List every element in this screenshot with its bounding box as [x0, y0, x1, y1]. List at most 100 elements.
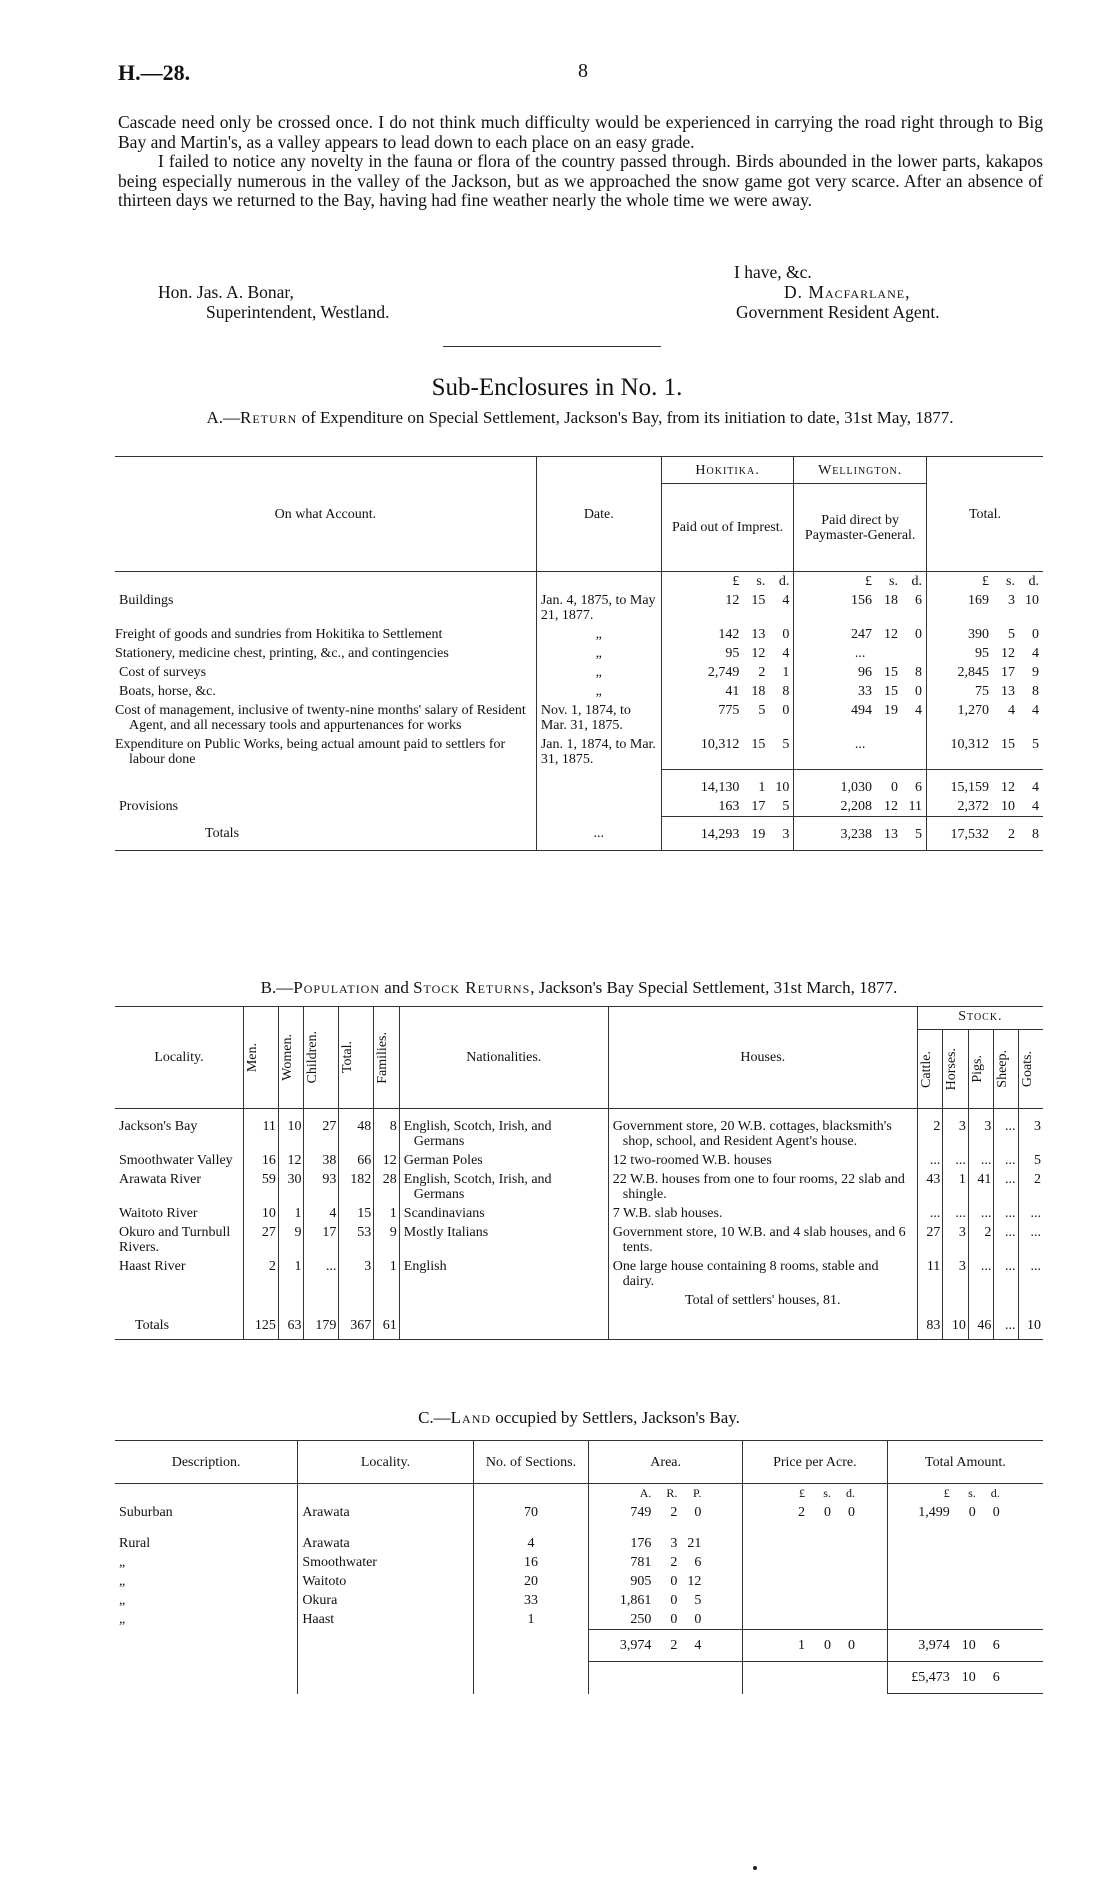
count: 1 — [277, 1257, 304, 1291]
amount: 905 0 12 — [588, 1572, 743, 1591]
stock: 3 — [942, 1257, 969, 1291]
amount: 1 0 0 — [741, 1629, 888, 1662]
table-a: On what Account. Date. Hokitika. Wellington… — [115, 456, 1043, 851]
paragraph: Cascade need only be crossed once. I do … — [118, 112, 1043, 152]
description: „ — [119, 1555, 126, 1570]
amount-part: 4 — [1032, 779, 1039, 795]
amount-part: 905 — [630, 1574, 652, 1589]
amount: 15,159 12 4 — [926, 768, 1043, 797]
locality: Totals — [115, 1310, 244, 1340]
data-row: „ Smoothwater 16 781 2 6 — [115, 1553, 1043, 1572]
amount-part: 3 — [1008, 593, 1015, 608]
amount: 3,238 13 5 — [793, 815, 927, 851]
table-c-title: C.—Land occupied by Settlers, Jackson's … — [115, 1408, 1043, 1428]
amount-part: 15 — [884, 665, 898, 680]
amount-part: 33 — [858, 684, 872, 699]
header-code: H.—28. — [118, 60, 191, 85]
col-header: Paid direct by Paymaster-General. — [793, 483, 927, 572]
amount-part: 18 — [884, 593, 898, 608]
amount-part: 3,974 — [918, 1638, 950, 1653]
count: 367 — [338, 1310, 374, 1340]
col-header: Horses. — [942, 1029, 969, 1109]
data-row: Suburban Arawata 70 749 2 0 2 0 0 1,499 0 0 — [115, 1503, 1043, 1522]
amount-part: 0 — [847, 1505, 855, 1520]
amount-part: 10 — [961, 1638, 976, 1653]
stock: 11 — [916, 1257, 943, 1291]
stock: 43 — [916, 1170, 943, 1204]
amount-part: 3,974 — [619, 1638, 652, 1653]
account: Buildings — [119, 593, 174, 608]
description: Rural — [119, 1536, 151, 1551]
amount: 169 3 10 — [926, 591, 1043, 625]
t: A.— — [206, 408, 240, 427]
description: „ — [119, 1574, 126, 1589]
amount-part: 142 — [718, 627, 740, 642]
amount: 775 5 0 — [660, 701, 794, 735]
account: Cost of management, inclusive of twenty-… — [115, 703, 526, 733]
account: Totals — [115, 816, 537, 851]
cell — [398, 1310, 609, 1340]
col-header-text: Cattle. — [918, 1050, 934, 1088]
col-header: Goats. — [1017, 1029, 1043, 1109]
cell — [115, 1291, 244, 1310]
count: 1 — [373, 1257, 400, 1291]
amount: 14,130 1 10 — [660, 768, 794, 797]
amount-part: 2 — [1008, 826, 1015, 842]
amount-part: 169 — [968, 593, 989, 608]
amount-part: 4 — [782, 593, 790, 608]
sections: 1 — [472, 1610, 589, 1630]
amount-part: 17 — [1001, 665, 1015, 680]
locality: Waitoto River — [119, 1206, 198, 1221]
cell: £ s. d. — [660, 571, 794, 591]
amount-part: 12 — [687, 1574, 702, 1589]
data-row: 14,130 1 10 1,030 0 6 15,159 12 4 — [115, 768, 1043, 797]
amount-part: 2 — [670, 1555, 678, 1570]
amount-part: 0 — [670, 1612, 678, 1627]
locality: Arawata — [297, 1522, 474, 1553]
cell: A. R. P. — [588, 1483, 743, 1503]
col-header: Hokitika. — [660, 456, 794, 484]
amount: 1,499 0 0 — [886, 1503, 1043, 1522]
amount-part: £5,473 — [911, 1670, 950, 1685]
amount-part: 15 — [751, 593, 766, 608]
houses: 7 W.B. slab houses. — [607, 1204, 918, 1223]
amount-part: 17,532 — [950, 826, 990, 842]
grand-total-row: £5,473 10 6 — [115, 1661, 1043, 1694]
amount-part: 2,845 — [957, 665, 990, 680]
amount-part: 75 — [975, 684, 989, 699]
amount-part: s. — [1006, 574, 1015, 589]
cell — [607, 1310, 918, 1340]
cell — [338, 1291, 374, 1310]
amount-part: 6 — [915, 593, 922, 608]
col-header-text: Children. — [305, 1031, 321, 1084]
stock: 1 — [942, 1170, 969, 1204]
amount-part: 9 — [1032, 665, 1039, 680]
amount-part: 0 — [992, 1505, 1000, 1520]
count: 59 — [243, 1170, 279, 1204]
amount-part: £ — [732, 574, 740, 589]
houses: Government store, 10 W.B. and 4 slab hou… — [607, 1223, 918, 1257]
amount: 10,312 15 5 — [926, 735, 1043, 769]
amount: 142 13 0 — [660, 625, 794, 644]
amount-part: s. — [968, 1486, 976, 1500]
cell — [535, 571, 662, 591]
col-header: Date. — [535, 456, 662, 572]
col-header: Description. — [115, 1440, 298, 1484]
date — [535, 796, 662, 816]
amount-part: s. — [889, 574, 898, 589]
stock: ... — [1017, 1204, 1043, 1223]
col-header: Women. — [277, 1006, 304, 1109]
description: „ — [119, 1593, 126, 1608]
account: Freight of goods and sundries from Hokit… — [115, 627, 443, 642]
amount-part: 0 — [782, 703, 790, 718]
amount-part: 21 — [687, 1536, 702, 1551]
signer-name: D. Macfarlane, — [784, 282, 911, 302]
amount-part: 6 — [915, 779, 922, 795]
amount-part: 390 — [968, 627, 989, 642]
date: „ — [535, 644, 662, 663]
amount-part: 4 — [1032, 798, 1039, 814]
cell — [115, 1630, 298, 1662]
count: 63 — [277, 1310, 304, 1340]
amount-part: 10 — [961, 1670, 976, 1685]
stock: 10 — [942, 1310, 969, 1340]
